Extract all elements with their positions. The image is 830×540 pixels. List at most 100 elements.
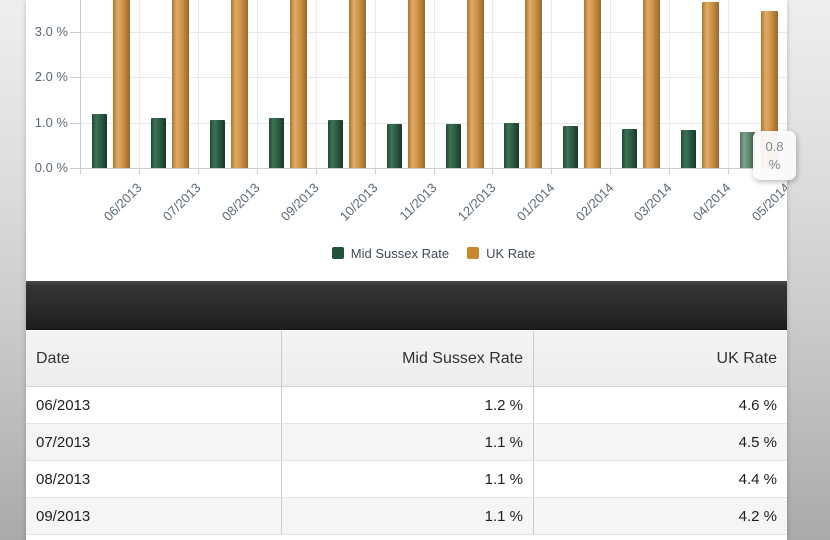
x-axis-tick (728, 168, 730, 174)
bar-uk-07/2013[interactable] (171, 0, 189, 168)
cell-uk-rate: 4.5 % (533, 424, 787, 460)
x-axis-label-01/2014: 01/2014 (513, 180, 558, 224)
x-axis-label-09/2013: 09/2013 (277, 180, 322, 224)
x-axis-label-02/2014: 02/2014 (572, 180, 617, 224)
x-axis-tick (374, 168, 376, 174)
category-gridline (256, 0, 258, 168)
bar-mid-sussex-04/2014[interactable] (681, 129, 697, 168)
unemployment-rate-chart: 0.0 % 1.0 % 2.0 % 3.0 % 06/2013 07/2013 08/201… (26, 0, 787, 280)
legend-label-mid-sussex: Mid Sussex Rate (350, 245, 450, 261)
cell-date: 09/2013 (36, 507, 91, 525)
x-axis-tick (256, 168, 258, 174)
category-gridline (610, 0, 612, 168)
cell-date: 08/2013 (36, 470, 91, 488)
bar-mid-sussex-10/2013[interactable] (327, 120, 343, 168)
table-row-06/2013: 06/2013 1.2 % 4.6 % (26, 387, 787, 424)
x-axis-label-05/2014: 05/2014 (749, 180, 787, 224)
y-axis-tick (70, 168, 80, 169)
bar-uk-01/2014[interactable] (525, 0, 543, 168)
bar-uk-08/2013[interactable] (230, 0, 248, 168)
cell-uk-rate: 4.2 % (533, 498, 787, 534)
x-axis-tick (433, 168, 435, 174)
legend-item-uk[interactable]: UK Rate (467, 246, 535, 261)
legend-swatch-uk-icon (467, 247, 480, 259)
category-gridline (492, 0, 494, 168)
category-gridline (669, 0, 671, 168)
bar-mid-sussex-11/2013[interactable] (386, 123, 402, 168)
x-axis-label-10/2013: 10/2013 (336, 180, 381, 224)
y-axis-tick (70, 31, 80, 33)
cell-mid-sussex-rate: 1.1 % (281, 461, 533, 497)
cell-mid-sussex-rate: 1.1 % (281, 498, 533, 534)
x-axis-tick (197, 168, 199, 174)
cell-date: 06/2013 (36, 396, 91, 414)
bar-uk-03/2014[interactable] (643, 0, 661, 168)
bar-uk-02/2014[interactable] (584, 0, 602, 168)
x-axis-line (80, 168, 787, 169)
table-title-bar (26, 280, 787, 330)
rates-table: Date Mid Sussex Rate UK Rate 06/2013 1.2 … (26, 330, 787, 540)
content-card: 0.0 % 1.0 % 2.0 % 3.0 % 06/2013 07/2013 08/201… (26, 0, 787, 540)
cell-uk-rate: 4.6 % (533, 387, 787, 423)
bar-mid-sussex-02/2014[interactable] (563, 126, 579, 168)
category-gridline (197, 0, 199, 168)
table-row-09/2013: 09/2013 1.1 % 4.2 % (26, 498, 787, 535)
cell-mid-sussex-rate: 1.1 % (281, 424, 533, 460)
table-row-07/2013: 07/2013 1.1 % 4.5 % (26, 424, 787, 461)
table-header-row: Date Mid Sussex Rate UK Rate (26, 330, 787, 387)
chart-tooltip: 0.8 % (753, 131, 796, 180)
cell-date: 07/2013 (36, 433, 91, 451)
bar-uk-09/2013[interactable] (289, 0, 307, 168)
x-axis-label-12/2013: 12/2013 (454, 180, 499, 224)
bar-mid-sussex-03/2014[interactable] (622, 128, 638, 168)
bar-mid-sussex-12/2013[interactable] (445, 123, 461, 168)
table-body: 06/2013 1.2 % 4.6 % 07/2013 1.1 % 4.5 % 08/201… (26, 387, 787, 535)
x-axis-tick (669, 168, 671, 174)
bar-uk-06/2013[interactable] (113, 0, 130, 168)
bar-uk-11/2013[interactable] (407, 0, 425, 168)
bar-uk-12/2013[interactable] (466, 0, 484, 168)
bar-mid-sussex-05/2014[interactable] (740, 131, 756, 168)
x-axis-tick (551, 168, 553, 174)
bar-mid-sussex-06/2013[interactable] (92, 113, 107, 168)
y-axis-label-0.0%: 0.0 % (34, 160, 68, 175)
y-axis-label-3.0%: 3.0 % (34, 23, 68, 39)
bar-uk-05/2014[interactable] (761, 11, 779, 168)
x-axis-label-04/2014: 04/2014 (690, 180, 734, 224)
y-axis-label-1.0%: 1.0 % (34, 114, 68, 130)
category-gridline (374, 0, 376, 168)
column-header-date: Date (36, 349, 70, 367)
y-axis-tick (70, 77, 80, 79)
category-gridline (551, 0, 553, 168)
y-axis-label-2.0%: 2.0 % (34, 69, 68, 85)
x-axis-tick (315, 168, 317, 174)
x-axis-tick (138, 168, 140, 174)
x-axis-label-06/2013: 06/2013 (100, 180, 145, 224)
cell-mid-sussex-rate: 1.2 % (281, 387, 533, 423)
legend-swatch-mid-sussex-icon (331, 247, 344, 259)
y-axis-line (80, 0, 81, 168)
category-gridline (433, 0, 435, 168)
cell-uk-rate: 4.4 % (533, 461, 787, 497)
x-axis-label-07/2013: 07/2013 (159, 180, 204, 224)
bar-mid-sussex-08/2013[interactable] (209, 120, 225, 168)
table-row-08/2013: 08/2013 1.1 % 4.4 % (26, 461, 787, 498)
bar-mid-sussex-07/2013[interactable] (150, 118, 166, 168)
column-header-mid-sussex-rate: Mid Sussex Rate (281, 331, 533, 386)
x-axis-label-03/2014: 03/2014 (631, 180, 676, 224)
legend-item-mid-sussex[interactable]: Mid Sussex Rate (331, 245, 450, 261)
x-axis-label-11/2013: 11/2013 (396, 180, 440, 224)
x-axis-tick (492, 168, 494, 174)
category-gridline (728, 0, 730, 168)
bar-mid-sussex-09/2013[interactable] (268, 118, 284, 168)
tooltip-unit: % (768, 156, 781, 172)
bar-uk-10/2013[interactable] (348, 0, 366, 168)
chart-legend: Mid Sussex Rate UK Rate (80, 243, 787, 263)
tooltip-value: 0.8 (765, 138, 784, 154)
x-axis-label-08/2013: 08/2013 (218, 180, 263, 224)
partial-next-row (26, 535, 787, 540)
bar-uk-04/2014[interactable] (702, 2, 720, 168)
bar-mid-sussex-01/2014[interactable] (504, 122, 520, 168)
x-axis-tick (80, 168, 81, 174)
category-gridline (138, 0, 140, 168)
